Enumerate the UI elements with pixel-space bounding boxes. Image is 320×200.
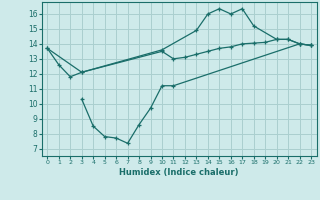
X-axis label: Humidex (Indice chaleur): Humidex (Indice chaleur) bbox=[119, 168, 239, 177]
